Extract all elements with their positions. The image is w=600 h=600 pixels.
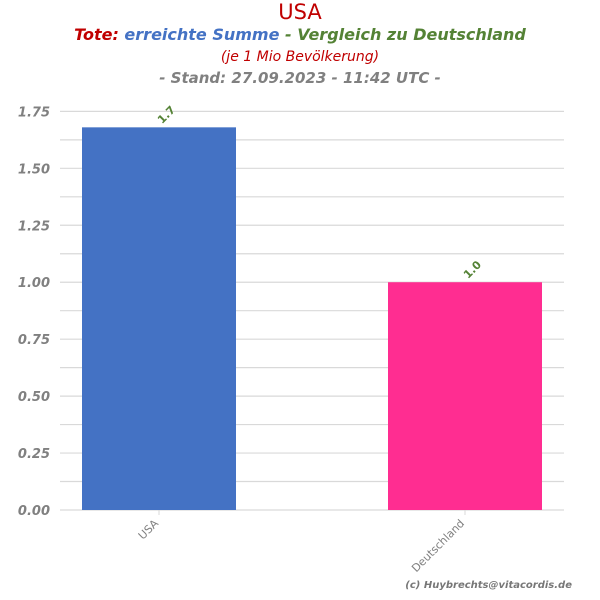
chart-subtitle: Tote: erreichte Summe - Vergleich zu Deu…: [0, 25, 600, 45]
y-tick-label: 0.00: [18, 504, 50, 519]
data-label: 1.0: [461, 258, 484, 281]
subtitle-vergleich: - Vergleich zu Deutschland: [279, 25, 526, 44]
chart-subtitle-population: (je 1 Mio Bevölkerung): [220, 49, 380, 65]
y-tick-label: 1.50: [18, 162, 50, 177]
y-tick-label: 0.50: [18, 390, 50, 405]
data-label: 1.7: [155, 103, 178, 126]
subtitle-summe: erreichte Summe: [118, 25, 280, 44]
bar-deutschland: [388, 282, 542, 510]
subtitle-tote: Tote:: [74, 25, 119, 44]
x-tick-label: Deutschland: [409, 517, 467, 575]
chart-subtitle-date: - Stand: 27.09.2023 - 11:42 UTC -: [159, 69, 441, 87]
credit-text: (c) Huybrechts@vitacordis.de: [405, 580, 572, 591]
x-tick-label: USA: [136, 517, 162, 543]
y-tick-label: 1.75: [18, 105, 50, 120]
y-tick-label: 0.25: [18, 447, 50, 462]
bar-usa: [82, 127, 236, 510]
chart-title: USA: [278, 0, 322, 24]
y-tick-label: 1.00: [18, 276, 50, 291]
y-tick-label: 0.75: [18, 333, 50, 348]
y-tick-label: 1.25: [18, 219, 50, 234]
